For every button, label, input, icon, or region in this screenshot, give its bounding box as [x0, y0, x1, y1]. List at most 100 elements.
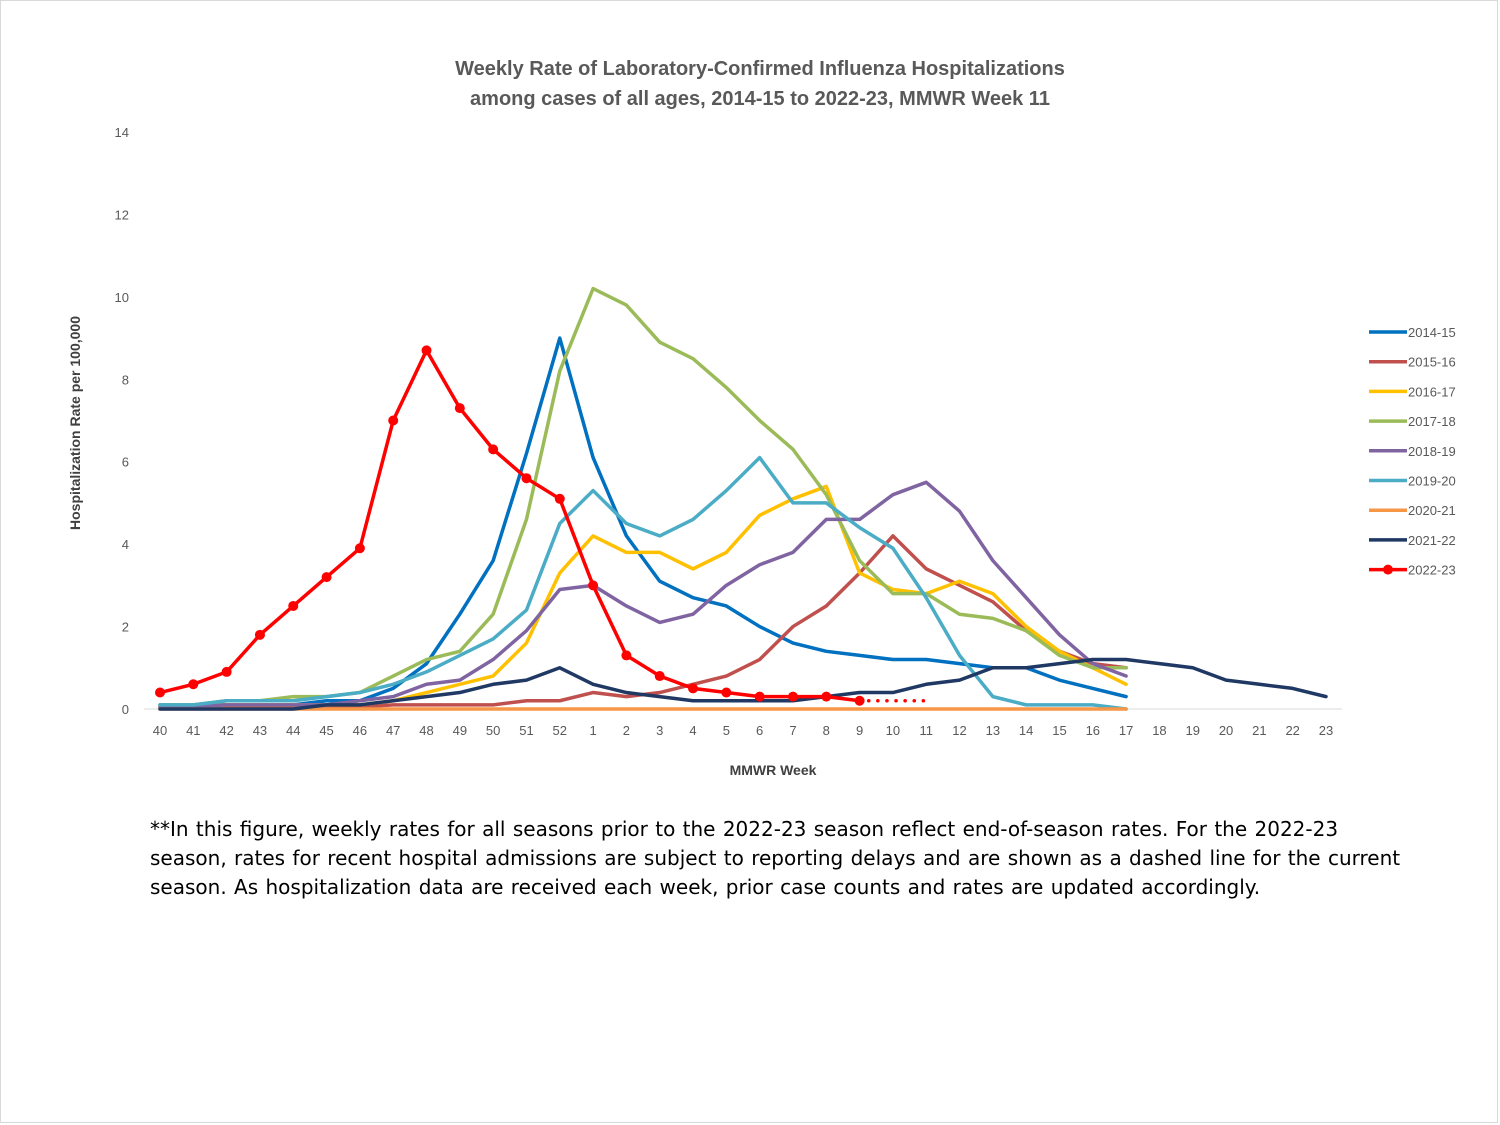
x-tick-label: 1: [589, 723, 596, 738]
x-axis-ticks: 40 41 42 43 44 45 46 47 48 49 50 51 52 1 2 3 4 5 6 7 8 9 10 11 1…: [153, 723, 1333, 738]
series-point-2022-23: [354, 543, 365, 554]
series-point-2022-23: [821, 691, 832, 702]
x-tick-label: 11: [919, 723, 933, 738]
x-axis-label: MMWR Week: [730, 762, 817, 778]
series-2017-18: [158, 286, 1128, 707]
y-tick-label: 10: [115, 290, 129, 305]
x-tick-label: 3: [656, 723, 663, 738]
series-point-2022-23: [421, 345, 432, 356]
legend-item-2014-15: 2014-15: [1369, 325, 1456, 340]
series-point-2022-23: [854, 695, 865, 706]
footnote: **In this figure, weekly rates for all s…: [150, 817, 1401, 899]
y-tick-label: 2: [122, 620, 129, 635]
legend: 2014-15 2015-16 2016-17 2017-18 2018-19 2019-…: [1369, 325, 1456, 578]
x-tick-label: 43: [253, 723, 267, 738]
series-2014-15: [158, 336, 1128, 707]
series-point-2022-23: [488, 444, 499, 455]
series-layer: [155, 286, 1328, 711]
series-point-2022-23: [554, 493, 565, 504]
chart-title-line-2: among cases of all ages, 2014-15 to 2022…: [470, 88, 1050, 110]
series-line-2021-22: [158, 657, 1328, 711]
x-tick-label: 8: [823, 723, 830, 738]
x-tick-label: 23: [1319, 723, 1333, 738]
legend-label: 2019-20: [1408, 474, 1456, 489]
series-point-2022-23: [288, 600, 299, 611]
legend-item-2018-19: 2018-19: [1369, 444, 1456, 459]
x-tick-label: 16: [1086, 723, 1100, 738]
x-tick-label: 48: [419, 723, 433, 738]
x-tick-label: 50: [486, 723, 500, 738]
series-point-2022-23: [721, 687, 732, 698]
x-tick-label: 20: [1219, 723, 1233, 738]
y-axis-ticks: 0 2 4 6 8 10 12 14: [115, 125, 129, 717]
y-tick-label: 14: [115, 125, 129, 140]
legend-label: 2015-16: [1408, 355, 1456, 370]
x-tick-label: 42: [219, 723, 233, 738]
series-point-2022-23: [221, 666, 232, 677]
series-point-2022-23: [688, 683, 699, 694]
x-tick-label: 21: [1252, 723, 1266, 738]
series-point-2022-23: [521, 473, 532, 484]
legend-item-2016-17: 2016-17: [1369, 384, 1456, 399]
x-tick-label: 51: [519, 723, 533, 738]
series-point-2022-23: [388, 415, 399, 426]
legend-item-2017-18: 2017-18: [1369, 414, 1456, 429]
legend-label: 2018-19: [1408, 444, 1456, 459]
legend-item-2019-20: 2019-20: [1369, 474, 1456, 489]
y-tick-label: 8: [122, 372, 129, 387]
y-tick-label: 12: [115, 207, 129, 222]
legend-label: 2017-18: [1408, 414, 1456, 429]
series-point-2022-23: [621, 650, 632, 661]
legend-item-2022-23: 2022-23: [1369, 563, 1456, 578]
series-2021-22: [158, 657, 1328, 711]
series-point-2022-23: [155, 687, 165, 698]
series-line-2019-20: [158, 455, 1128, 711]
chart-title-line-1: Weekly Rate of Laboratory-Confirmed Infl…: [455, 58, 1065, 80]
legend-label: 2021-22: [1408, 533, 1456, 548]
series-point-2022-23: [188, 679, 199, 690]
legend-label: 2014-15: [1408, 325, 1456, 340]
y-axis-label: Hospitalization Rate per 100,000: [67, 316, 83, 530]
legend-item-2021-22: 2021-22: [1369, 533, 1456, 548]
legend-label: 2020-21: [1408, 503, 1456, 518]
x-tick-label: 47: [386, 723, 400, 738]
x-tick-label: 49: [453, 723, 467, 738]
legend-label: 2022-23: [1408, 563, 1456, 578]
legend-item-2020-21: 2020-21: [1369, 503, 1456, 518]
x-tick-label: 14: [1019, 723, 1033, 738]
series-line-2014-15: [158, 336, 1128, 707]
x-tick-label: 5: [723, 723, 730, 738]
x-tick-label: 22: [1285, 723, 1299, 738]
x-tick-label: 52: [553, 723, 567, 738]
series-line-2017-18: [158, 286, 1128, 707]
x-tick-label: 41: [186, 723, 200, 738]
x-tick-label: 15: [1052, 723, 1066, 738]
x-tick-label: 44: [286, 723, 300, 738]
y-tick-label: 0: [122, 702, 129, 717]
x-tick-label: 13: [986, 723, 1000, 738]
x-tick-label: 12: [952, 723, 966, 738]
series-point-2022-23: [787, 691, 798, 702]
series-point-2022-23: [754, 691, 765, 702]
x-tick-label: 2: [623, 723, 630, 738]
legend-item-2015-16: 2015-16: [1369, 355, 1456, 370]
x-tick-label: 19: [1186, 723, 1200, 738]
series-point-2022-23: [588, 580, 599, 591]
y-tick-label: 4: [122, 537, 129, 552]
x-tick-label: 10: [886, 723, 900, 738]
x-tick-label: 46: [353, 723, 367, 738]
x-tick-label: 17: [1119, 723, 1133, 738]
series-2019-20: [158, 455, 1128, 711]
series-line-2022-23: [158, 348, 862, 703]
series-point-2022-23: [254, 629, 265, 640]
x-tick-label: 18: [1152, 723, 1166, 738]
y-tick-label: 6: [122, 455, 129, 470]
series-2022-23: [155, 345, 928, 706]
series-point-2022-23: [654, 671, 665, 682]
x-tick-label: 40: [153, 723, 167, 738]
series-point-2022-23: [454, 403, 465, 414]
x-tick-label: 7: [789, 723, 796, 738]
x-tick-label: 9: [856, 723, 863, 738]
